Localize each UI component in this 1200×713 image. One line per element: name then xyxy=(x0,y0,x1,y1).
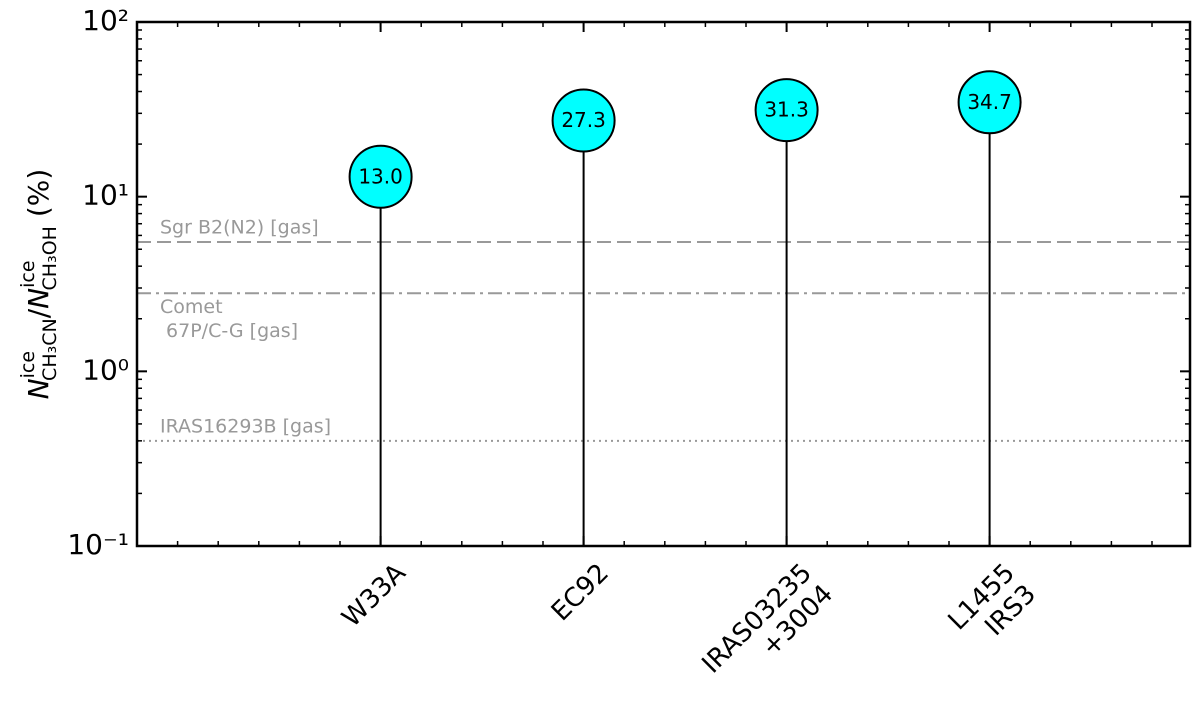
y-tick-label: 10⁰ xyxy=(82,353,129,386)
y-label-part: N xyxy=(22,288,55,309)
value-label: 13.0 xyxy=(358,164,403,188)
y-axis-label: NiceCH₃CN/NiceCH₃OH (%) xyxy=(17,169,61,400)
marker xyxy=(551,88,616,153)
y-tick-label: 10⁻¹ xyxy=(67,528,129,561)
y-tick-label: 10¹ xyxy=(82,179,129,212)
y-tick-label: 10² xyxy=(82,4,129,37)
value-label: 31.3 xyxy=(764,98,809,122)
y-label-part: CH₃OH xyxy=(39,226,61,290)
reference-label-line: Comet xyxy=(160,296,223,318)
value-label: 34.7 xyxy=(967,90,1012,114)
y-label-part: (%) xyxy=(22,169,55,226)
reference-label: Comet 67P/C-G [gas] xyxy=(160,296,298,342)
y-label-part: ice xyxy=(17,351,39,378)
value-label: 27.3 xyxy=(561,108,606,132)
reference-label-line: 67P/C-G [gas] xyxy=(160,320,298,342)
reference-label: IRAS16293B [gas] xyxy=(160,415,331,437)
reference-label: Sgr B2(N2) [gas] xyxy=(160,217,319,239)
marker xyxy=(957,70,1022,135)
y-label-part: / xyxy=(22,308,55,318)
plot-frame xyxy=(135,20,1192,548)
y-label-part: ice xyxy=(17,260,39,287)
y-label-part: CH₃CN xyxy=(39,318,61,381)
marker xyxy=(754,78,819,143)
marker xyxy=(348,144,413,209)
y-label-part: N xyxy=(22,378,55,399)
